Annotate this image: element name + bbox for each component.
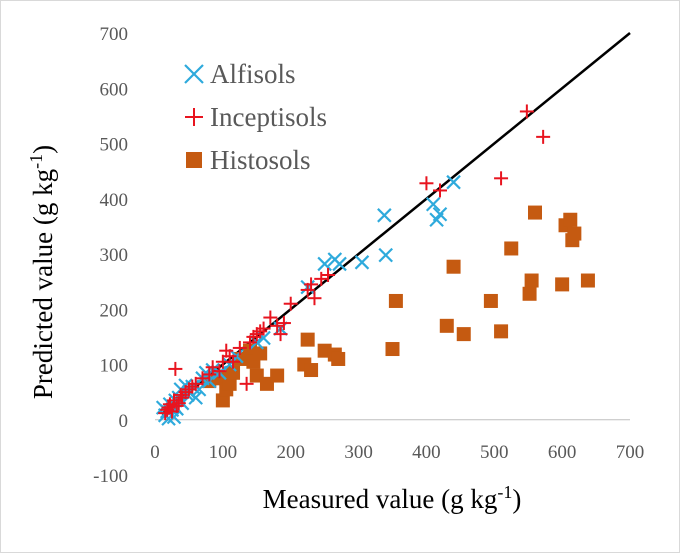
histosols-point — [528, 205, 542, 220]
inceptisols-point — [212, 364, 227, 379]
histosols-point — [580, 273, 595, 288]
histosols-point — [567, 226, 582, 241]
histosols-point — [446, 259, 461, 274]
histosols-point — [504, 241, 519, 256]
histosols-point — [456, 327, 471, 342]
x-tick-label: 200 — [276, 442, 305, 463]
histosols-point — [331, 351, 346, 366]
legend-label-inceptisols: Inceptisols — [210, 102, 327, 132]
alfisols-point — [446, 174, 461, 190]
y-tick-label: 500 — [100, 135, 129, 156]
inceptisols-point — [232, 340, 247, 355]
y-tick-label: 300 — [100, 245, 129, 266]
alfisols-point — [377, 208, 392, 223]
y-tick-label: 600 — [100, 79, 129, 100]
alfisols-point — [354, 255, 370, 270]
inceptisols-point — [419, 176, 434, 191]
x-axis-ticks: 0 100 200 300 400 500 600 700 — [150, 442, 644, 463]
x-tick-label: 600 — [548, 442, 577, 463]
legend-label-alfisols: Alfisols — [210, 59, 296, 89]
x-tick-label: 300 — [344, 442, 373, 463]
alfisols-point — [332, 256, 347, 272]
y-tick-label: -100 — [93, 466, 128, 487]
inceptisols-point — [256, 321, 271, 336]
histosols-point — [439, 318, 454, 333]
histosols-point — [522, 286, 537, 301]
inceptisols-point — [283, 296, 298, 311]
inceptisols-point — [263, 310, 278, 325]
inceptisols-point — [185, 379, 200, 394]
x-tick-label: 700 — [616, 442, 645, 463]
alfisols-point — [425, 196, 441, 212]
x-axis-title: Measured value (g kg-1) — [263, 482, 522, 514]
y-tick-label: 100 — [100, 356, 129, 377]
histosols-point — [385, 342, 400, 357]
inceptisols-point — [276, 316, 291, 331]
legend-marker-histosols — [186, 152, 202, 168]
inceptisols-point — [536, 129, 551, 144]
histosols-point — [304, 363, 319, 378]
legend-marker-alfisols — [184, 64, 204, 84]
histosols-point — [226, 365, 241, 380]
legend-marker-inceptisols — [185, 108, 203, 126]
x-tick-label: 0 — [150, 442, 160, 463]
inceptisols-point — [169, 398, 184, 413]
inceptisols-point — [433, 183, 447, 198]
histosols-point — [253, 346, 268, 361]
y-axis-title: Predicted value (g kg-1) — [26, 145, 58, 399]
histosols-point — [215, 393, 230, 408]
y-tick-label: 0 — [119, 411, 129, 432]
inceptisols-point — [307, 291, 322, 306]
inceptisols-point — [519, 104, 534, 119]
inceptisols-point — [273, 327, 288, 342]
histosols-point — [524, 273, 539, 288]
inceptisols-point — [168, 361, 183, 376]
inceptisols-point — [253, 324, 268, 339]
x-tick-label: 100 — [209, 442, 238, 463]
inceptisols-point — [321, 267, 336, 282]
inceptisols-point — [202, 367, 217, 382]
legend-label-histosols: Histosols — [210, 145, 311, 175]
y-tick-label: 200 — [100, 300, 129, 321]
inceptisols-point — [304, 277, 319, 292]
inceptisols-point — [239, 376, 254, 391]
histosols-point — [555, 277, 570, 292]
y-tick-label: 700 — [100, 24, 129, 45]
alfisols-point — [378, 247, 393, 263]
histosols-point — [270, 368, 285, 383]
histosols-point — [222, 376, 237, 391]
y-axis-ticks: -100 0 100 200 300 400 500 600 700 — [93, 24, 128, 487]
histosols-point — [563, 212, 578, 227]
x-tick-label: 400 — [412, 442, 441, 463]
histosols-point — [483, 293, 498, 308]
inceptisols-point — [270, 318, 285, 333]
legend: Alfisols Inceptisols Histosols — [184, 59, 327, 175]
data-points — [155, 104, 595, 426]
y-tick-label: 400 — [100, 190, 129, 211]
alfisols-point — [432, 206, 448, 222]
inceptisols-point — [226, 354, 241, 369]
histosols-point — [494, 324, 509, 339]
histosols-point — [300, 332, 315, 347]
histosols-point — [388, 293, 403, 308]
x-tick-label: 500 — [480, 442, 509, 463]
inceptisols-point — [494, 171, 509, 186]
